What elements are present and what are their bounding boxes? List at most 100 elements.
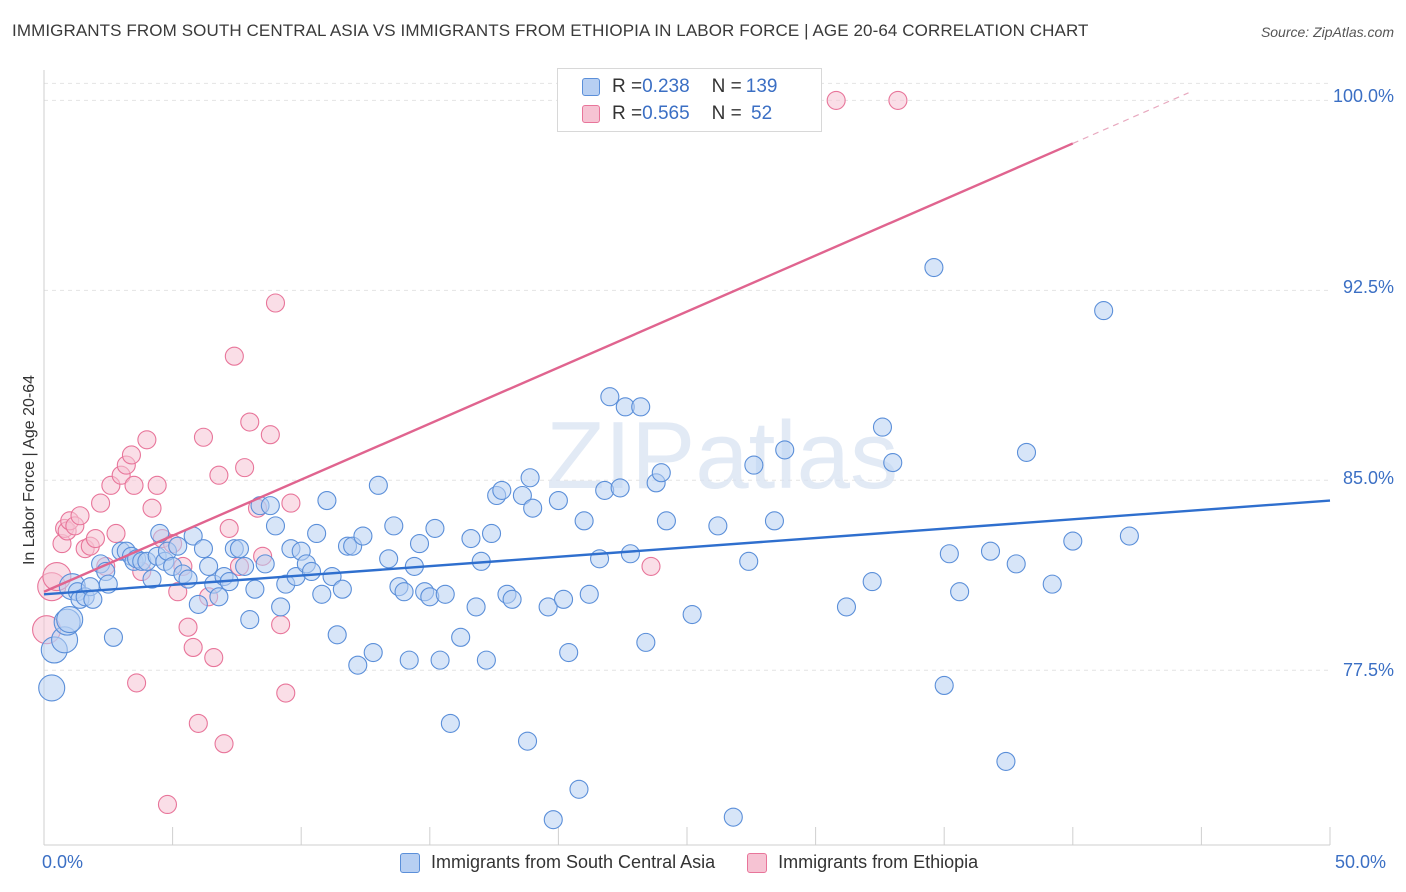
- ethiopia-point: [168, 582, 188, 602]
- south-central-asia-point: [620, 544, 640, 564]
- n-value: 139: [745, 76, 778, 97]
- south-central-asia-point: [559, 642, 579, 663]
- south-central-asia-point: [332, 579, 352, 599]
- source-label: Source: ZipAtlas.com: [1260, 24, 1394, 40]
- south-central-asia-point: [553, 589, 574, 609]
- legend-item-south-central-asia[interactable]: Immigrants from South Central Asia: [400, 852, 715, 873]
- ethiopia-point: [183, 637, 203, 658]
- south-central-asia-point: [610, 478, 630, 498]
- south-central-asia-point: [353, 526, 373, 546]
- south-central-asia-point: [384, 516, 404, 536]
- ethiopia-point: [70, 506, 90, 526]
- ethiopia-point: [271, 615, 291, 635]
- south-central-asia-point: [229, 539, 250, 559]
- r-label: R =: [612, 103, 643, 124]
- y-tick-85: 85.0%: [1342, 468, 1394, 488]
- y-tick-92-5: 92.5%: [1342, 277, 1394, 297]
- ethiopia-trend-line: [43, 142, 1074, 593]
- ethiopia-point: [85, 528, 105, 549]
- south-central-asia-point: [980, 541, 1001, 561]
- south-central-asia-point: [451, 627, 471, 647]
- south-central-asia-point: [1094, 301, 1114, 321]
- ethiopia-point: [209, 465, 229, 485]
- ethiopia-point: [260, 425, 280, 445]
- south-central-asia-point: [307, 523, 327, 544]
- south-central-asia-point: [934, 675, 954, 695]
- south-central-asia-point: [775, 440, 795, 460]
- south-central-asia-point: [363, 642, 383, 663]
- ethiopia-trend-extension: [1072, 92, 1189, 144]
- south-central-asia-point: [327, 625, 347, 645]
- ethiopia-point: [91, 493, 111, 513]
- south-central-asia-point: [199, 556, 219, 576]
- south-central-asia-point: [924, 257, 944, 278]
- stats-legend-row-pink: R = 0.565 N = 52: [582, 101, 772, 127]
- south-central-asia-point: [399, 650, 419, 670]
- south-central-asia-point: [142, 569, 162, 589]
- south-central-asia-point: [240, 610, 260, 630]
- south-central-asia-point: [245, 579, 265, 599]
- south-central-asia-point: [523, 498, 543, 518]
- south-central-asia-point: [517, 731, 538, 751]
- south-central-asia-point: [739, 551, 759, 571]
- south-central-asia-point: [481, 523, 502, 544]
- trend-lines: [43, 92, 1331, 596]
- south-central-asia-point: [255, 554, 275, 574]
- south-central-asia-point: [1006, 554, 1026, 574]
- ethiopia-point: [106, 523, 126, 544]
- south-central-asia-point: [168, 536, 188, 556]
- ethiopia-point: [641, 556, 661, 576]
- ethiopia-point: [188, 713, 208, 733]
- south-central-asia-point: [409, 534, 430, 554]
- ethiopia-point: [193, 427, 214, 447]
- south-central-asia-point: [1042, 574, 1062, 594]
- series-legend: Immigrants from South Central Asia Immig…: [400, 852, 1010, 873]
- ethiopia-point: [142, 498, 162, 518]
- south-central-asia-point: [656, 511, 676, 531]
- south-central-asia-point: [836, 597, 857, 617]
- south-central-asia-point: [651, 463, 671, 483]
- south-central-asia-point: [38, 674, 66, 702]
- n-label: N =: [711, 76, 742, 97]
- ethiopia-point: [157, 794, 178, 815]
- ethiopia-point: [124, 475, 144, 495]
- ethiopia-point: [224, 346, 244, 366]
- south-central-asia-point: [260, 496, 280, 516]
- ethiopia-point: [147, 475, 167, 495]
- south-central-asia-point: [188, 594, 208, 614]
- pink-swatch: [747, 852, 768, 873]
- ethiopia-point: [240, 412, 260, 432]
- south-central-asia-point: [435, 584, 455, 604]
- south-central-asia-point: [950, 582, 970, 602]
- south-central-asia-point: [348, 655, 368, 675]
- south-central-asia-point: [862, 572, 882, 592]
- r-value: 0.238: [642, 76, 690, 97]
- south-central-asia-point: [512, 485, 532, 506]
- blue-swatch: [582, 78, 600, 96]
- south-central-asia-point: [1063, 531, 1083, 551]
- south-central-asia-point: [996, 751, 1016, 771]
- south-central-asia-point: [502, 589, 522, 609]
- south-central-asia-point: [83, 589, 103, 609]
- ethiopia-point: [276, 683, 296, 703]
- ethiopia-point: [235, 458, 255, 478]
- south-central-asia-point: [764, 511, 784, 531]
- south-central-asia-point: [883, 453, 903, 473]
- axis-layer: [43, 70, 1331, 846]
- south-central-asia-point: [708, 516, 728, 536]
- south-central-asia-point: [723, 807, 743, 827]
- legend-item-ethiopia[interactable]: Immigrants from Ethiopia: [747, 852, 978, 873]
- south-central-asia-point: [600, 387, 620, 407]
- south-central-asia-point: [543, 810, 563, 830]
- south-central-asia-point: [301, 561, 322, 582]
- ethiopia-point: [214, 734, 234, 754]
- south-central-asia-point: [1119, 526, 1139, 546]
- y-axis-label: In Labor Force | Age 20-64: [21, 374, 38, 566]
- ethiopia-point: [265, 293, 286, 313]
- south-central-asia-point: [520, 468, 540, 488]
- south-central-asia-point: [103, 627, 123, 647]
- south-central-asia-point: [744, 455, 764, 475]
- south-central-asia-point: [193, 539, 214, 559]
- south-central-asia-point: [56, 606, 84, 634]
